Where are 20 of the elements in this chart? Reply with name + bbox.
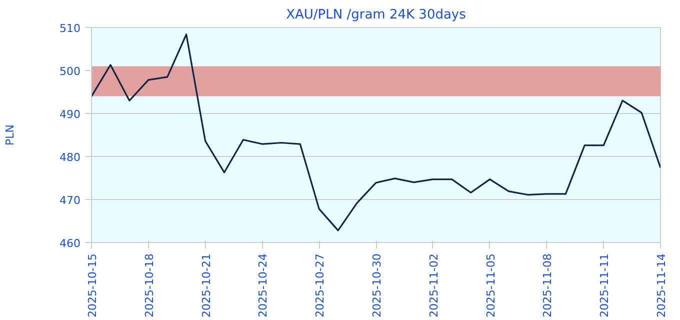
y-tick-label: 490	[60, 108, 81, 121]
y-tick-label: 510	[60, 22, 81, 35]
x-tick-label: 2025-10-27	[314, 253, 327, 318]
y-tick-label: 500	[60, 65, 81, 78]
x-tick-label: 2025-11-14	[655, 253, 668, 318]
line-series	[92, 34, 660, 232]
x-tick-label: 2025-11-11	[598, 253, 612, 318]
x-tick-label: 2025-11-02	[427, 253, 440, 318]
x-tick-label: 2025-10-15	[86, 253, 99, 318]
chart-title: XAU/PLN /gram 24K 30days	[286, 8, 466, 22]
y-axis-title: PLN	[4, 124, 17, 146]
x-tick-label: 2025-11-05	[484, 253, 498, 318]
y-tick-label: 480	[60, 151, 81, 164]
x-tick-label: 2025-10-24	[256, 253, 270, 318]
y-tick-label: 460	[60, 237, 81, 250]
x-tick-label: 2025-10-18	[142, 253, 156, 318]
y-tick-label: 470	[60, 194, 81, 207]
x-tick-label: 2025-11-08	[541, 253, 554, 318]
x-tick-label: 2025-10-21	[200, 253, 213, 318]
x-tick-label: 2025-10-30	[370, 253, 384, 318]
